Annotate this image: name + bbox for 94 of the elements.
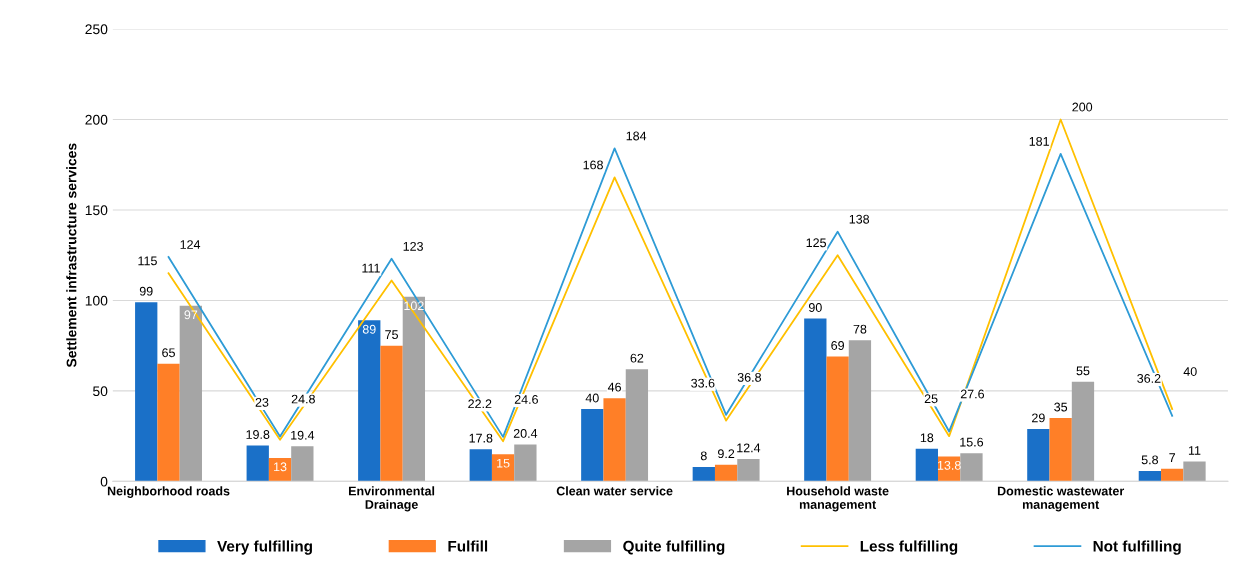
bar <box>804 318 827 482</box>
data-label: 138 <box>849 214 870 224</box>
data-label: 40 <box>1183 367 1197 376</box>
data-label: 33.6 <box>691 378 715 388</box>
x-tick-label: Clean water service <box>556 486 673 496</box>
bar <box>603 398 626 482</box>
y-tick-label: 200 <box>85 114 108 125</box>
bar <box>1138 470 1162 482</box>
x-tick-label: Neighborhood roads <box>107 486 230 498</box>
data-label: 8 <box>700 451 707 461</box>
bar <box>135 302 158 482</box>
data-label: 9.2 <box>718 449 735 459</box>
data-label: 24.6 <box>514 395 538 404</box>
data-label: 46 <box>607 382 621 392</box>
data-label: 17.8 <box>469 433 493 443</box>
data-label: 25 <box>924 394 938 404</box>
data-label: 89 <box>362 324 376 334</box>
data-label: 11 <box>1188 446 1201 455</box>
bar <box>268 457 292 482</box>
data-label: 168 <box>583 160 603 170</box>
bar <box>1027 428 1050 482</box>
data-label: 125 <box>806 238 826 248</box>
bar <box>380 345 403 482</box>
data-label: 15 <box>497 458 510 468</box>
bar <box>826 356 849 482</box>
data-label: 75 <box>385 330 398 340</box>
data-label: 36.8 <box>737 372 762 382</box>
data-label: 19.4 <box>291 430 315 440</box>
data-label: 55 <box>1076 366 1090 376</box>
bar <box>714 464 738 482</box>
data-label: 24.8 <box>291 394 315 404</box>
data-label: 12.4 <box>737 443 761 453</box>
x-tick-label: Environmental Drainage <box>348 486 435 512</box>
legend-label: Less fulfilling <box>860 540 958 555</box>
legend-label: Fulfill <box>448 540 488 552</box>
data-label: 124 <box>180 240 201 249</box>
data-label: 200 <box>1072 102 1093 112</box>
bar <box>581 409 604 482</box>
data-label: 27.6 <box>960 389 985 399</box>
bar <box>179 305 202 482</box>
bar <box>469 449 492 482</box>
data-label: 35 <box>1054 402 1068 412</box>
data-label: 7 <box>1169 453 1176 462</box>
data-label: 19.8 <box>246 430 270 439</box>
bar <box>960 453 983 482</box>
data-label: 22.2 <box>468 399 492 409</box>
x-tick-label: Domestic wastewater management <box>997 486 1125 512</box>
bar <box>291 446 314 482</box>
bar <box>1049 418 1072 482</box>
bar <box>358 320 381 482</box>
y-tick-label: 250 <box>85 24 108 35</box>
bar <box>1183 461 1206 482</box>
y-tick-label: 0 <box>100 476 108 487</box>
bar <box>246 445 269 482</box>
data-label: 18 <box>920 433 934 443</box>
data-label: 65 <box>162 348 175 358</box>
data-label: 29 <box>1032 413 1045 423</box>
bar <box>625 369 649 482</box>
data-label: 111 <box>362 263 380 273</box>
data-label: 36.2 <box>1137 374 1161 383</box>
bar <box>157 363 180 482</box>
data-label: 90 <box>808 303 822 312</box>
bar <box>1161 468 1184 482</box>
data-label: 23 <box>255 397 269 407</box>
data-label: 40 <box>585 393 599 403</box>
y-tick-label: 50 <box>93 386 108 397</box>
y-tick-label: 100 <box>85 295 108 306</box>
data-label: 99 <box>139 286 153 296</box>
data-label: 78 <box>853 324 867 334</box>
data-label: 123 <box>403 241 423 251</box>
data-label: 69 <box>831 341 844 350</box>
legend-label: Quite fulfilling <box>623 540 725 555</box>
data-label: 15.6 <box>960 437 984 447</box>
bar <box>491 454 515 482</box>
bar <box>848 340 872 482</box>
y-axis-title: Settlement infrastructure services <box>66 143 77 368</box>
data-label: 184 <box>626 131 647 141</box>
x-tick-label: Household waste management <box>787 486 889 512</box>
bar <box>514 444 537 482</box>
data-label: 20.4 <box>513 429 538 438</box>
legend-label: Very fulfilling <box>217 540 312 555</box>
bar <box>1071 381 1095 482</box>
bar <box>402 296 426 482</box>
data-label: 97 <box>184 310 198 320</box>
legend-label: Not fulfilling <box>1093 540 1181 555</box>
data-label: 181 <box>1029 136 1049 146</box>
bar <box>915 448 938 482</box>
y-tick-label: 150 <box>85 205 108 216</box>
data-label: 5.8 <box>1141 455 1159 465</box>
data-label: 62 <box>630 353 644 363</box>
bar <box>692 466 715 482</box>
data-label: 115 <box>138 256 157 266</box>
data-label: 13 <box>274 462 287 472</box>
bar <box>737 458 760 482</box>
